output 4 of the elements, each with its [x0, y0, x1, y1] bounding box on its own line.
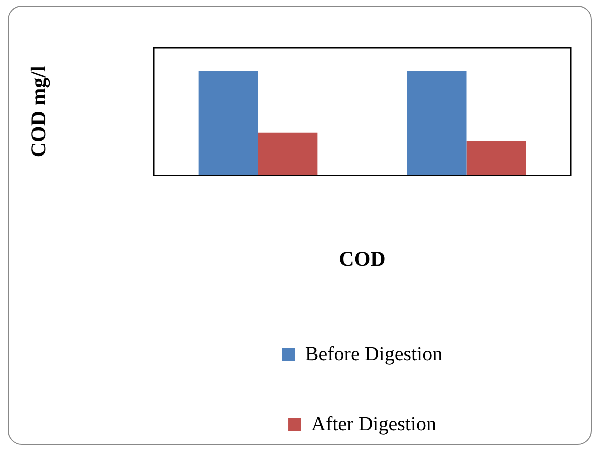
x-axis-title: COD	[339, 246, 386, 271]
y-axis-title: COD mg/l	[26, 66, 50, 158]
legend-label: Before Digestion	[305, 343, 443, 366]
legend-label: After Digestion	[312, 413, 436, 436]
